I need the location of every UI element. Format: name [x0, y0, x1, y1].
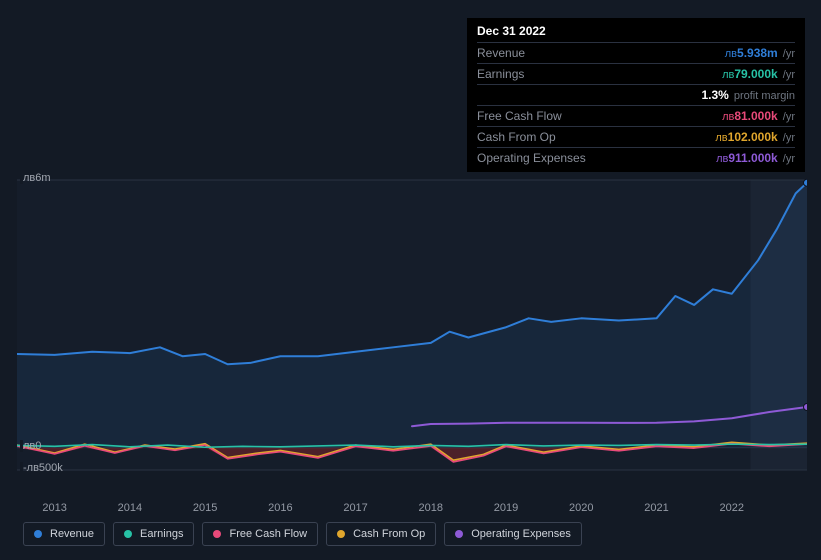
tooltip-row: Revenue лв5.938m /yr [477, 42, 795, 63]
tooltip-row: Cash From Op лв102.000k /yr [477, 126, 795, 147]
tooltip-label: Free Cash Flow [477, 109, 562, 123]
tooltip-label: Earnings [477, 67, 524, 81]
tooltip-value: лв5.938m /yr [725, 46, 795, 60]
line-chart-svg [17, 160, 807, 500]
legend-label: Free Cash Flow [229, 528, 307, 540]
x-axis-label: 2016 [268, 502, 292, 514]
x-axis-label: 2018 [419, 502, 443, 514]
tooltip-value: лв81.000k /yr [722, 109, 795, 123]
x-axis-label: 2022 [720, 502, 744, 514]
tooltip-row: 1.3% profit margin [477, 84, 795, 105]
legend-item[interactable]: Cash From Op [326, 522, 436, 546]
x-axis-label: 2021 [644, 502, 668, 514]
legend-item[interactable]: Revenue [23, 522, 105, 546]
tooltip-value: лв102.000k /yr [715, 130, 795, 144]
legend-label: Revenue [50, 528, 94, 540]
y-axis-label: -лв500k [20, 462, 23, 474]
chart-area[interactable]: лв6m лв0 -лв500k [17, 160, 807, 500]
tooltip-row: Free Cash Flow лв81.000k /yr [477, 105, 795, 126]
x-axis-label: 2017 [343, 502, 367, 514]
x-axis-label: 2013 [42, 502, 66, 514]
legend-swatch [213, 530, 221, 538]
tooltip-date: Dec 31 2022 [477, 24, 795, 42]
tooltip-label: Cash From Op [477, 130, 556, 144]
x-axis-label: 2020 [569, 502, 593, 514]
legend-swatch [455, 530, 463, 538]
tooltip-value: лв79.000k /yr [722, 67, 795, 81]
x-axis-label: 2019 [494, 502, 518, 514]
legend-swatch [337, 530, 345, 538]
y-axis-label: лв0 [20, 440, 23, 452]
legend-item[interactable]: Free Cash Flow [202, 522, 318, 546]
legend-item[interactable]: Earnings [113, 522, 194, 546]
legend-label: Operating Expenses [471, 528, 571, 540]
data-tooltip: Dec 31 2022 Revenue лв5.938m /yr Earnings л… [467, 18, 805, 172]
legend-swatch [124, 530, 132, 538]
tooltip-value: 1.3% profit margin [701, 88, 795, 102]
legend: Revenue Earnings Free Cash Flow Cash From O… [23, 522, 582, 546]
legend-label: Earnings [140, 528, 183, 540]
tooltip-label: Revenue [477, 46, 525, 60]
x-axis-label: 2015 [193, 502, 217, 514]
legend-swatch [34, 530, 42, 538]
x-axis-label: 2014 [118, 502, 142, 514]
y-axis-label: лв6m [20, 172, 23, 184]
legend-item[interactable]: Operating Expenses [444, 522, 582, 546]
legend-label: Cash From Op [353, 528, 425, 540]
tooltip-row: Earnings лв79.000k /yr [477, 63, 795, 84]
